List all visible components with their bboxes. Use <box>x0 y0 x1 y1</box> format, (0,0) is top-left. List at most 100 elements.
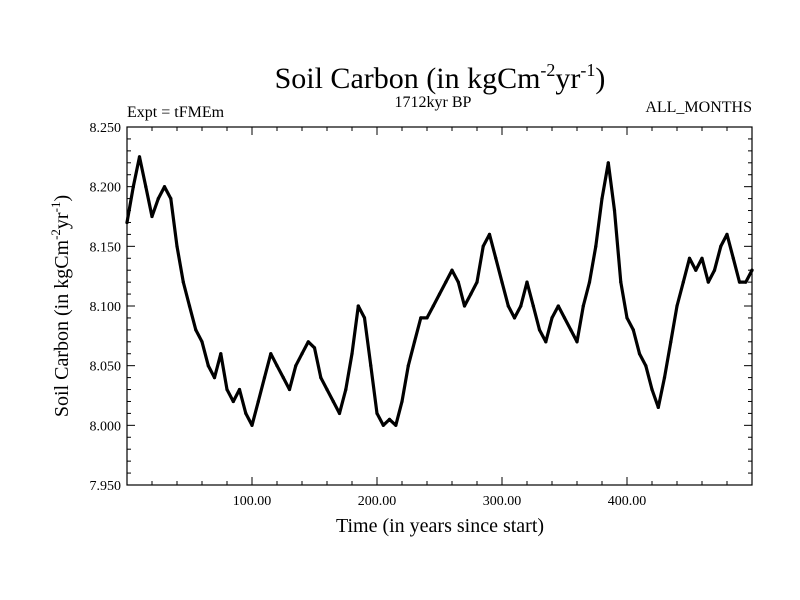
data-point <box>256 399 260 404</box>
data-point <box>744 280 748 284</box>
data-point <box>369 364 373 368</box>
data-point <box>219 352 223 356</box>
series-line-0 <box>125 155 754 427</box>
months-label: ALL_MONTHS <box>645 99 752 116</box>
data-point <box>169 197 173 201</box>
data-point <box>519 304 523 308</box>
data-point <box>675 304 679 308</box>
data-point <box>362 316 367 320</box>
data-point <box>494 256 498 260</box>
plot-frame <box>126 126 753 486</box>
period-label: 1712kyr BP <box>395 94 472 111</box>
data-point <box>419 316 423 320</box>
data-point <box>250 423 254 427</box>
data-point <box>400 399 404 404</box>
data-point <box>187 304 192 308</box>
data-point <box>406 364 410 368</box>
y-tick-label: 8.050 <box>90 360 122 375</box>
data-point <box>344 387 348 392</box>
y-tick-label: 8.100 <box>90 300 122 315</box>
data-point <box>575 340 579 344</box>
data-point <box>619 280 623 284</box>
data-point <box>512 316 517 320</box>
data-point <box>462 304 467 308</box>
x-tick-label: 300.00 <box>483 494 522 509</box>
data-point <box>144 185 148 189</box>
data-point <box>387 417 392 421</box>
data-point <box>469 292 473 296</box>
data-point <box>200 340 204 344</box>
data-point <box>137 155 142 159</box>
data-point <box>337 411 342 415</box>
data-point <box>162 185 167 189</box>
x-tick-label: 100.00 <box>233 494 272 509</box>
data-point <box>506 304 510 308</box>
y-tick-label: 7.950 <box>90 479 122 494</box>
data-point <box>544 340 548 344</box>
chart-title: Soil Carbon (in kgCm-2yr-1) <box>275 60 606 95</box>
data-point <box>312 346 317 350</box>
data-point <box>475 280 479 284</box>
data-point <box>719 244 723 248</box>
data-point <box>281 376 285 380</box>
data-point <box>450 268 454 272</box>
y-tick-label: 8.250 <box>90 121 122 136</box>
data-point <box>712 268 717 272</box>
data-point <box>656 405 660 409</box>
data-point <box>700 256 704 260</box>
data-point <box>550 316 554 320</box>
x-tick-label: 400.00 <box>608 494 647 509</box>
data-point <box>562 316 567 320</box>
data-point <box>706 280 710 284</box>
data-point <box>525 280 529 284</box>
experiment-label: Expt = tFMEm <box>127 104 225 121</box>
x-axis-label: Time (in years since start) <box>336 515 544 537</box>
data-point <box>625 316 629 320</box>
data-point <box>531 304 535 308</box>
data-point <box>269 352 273 356</box>
data-point <box>737 280 742 284</box>
data-point <box>194 328 198 332</box>
data-point <box>437 292 442 296</box>
data-point <box>381 423 385 427</box>
data-point <box>244 411 248 415</box>
y-tick-label: 8.150 <box>90 240 122 255</box>
data-point <box>650 387 654 392</box>
data-point <box>275 364 279 368</box>
data-point <box>212 376 217 380</box>
data-point <box>581 304 585 308</box>
data-point <box>175 244 179 248</box>
data-point <box>669 340 673 344</box>
data-point <box>237 387 242 392</box>
data-point <box>569 328 573 332</box>
data-point <box>606 161 610 165</box>
data-point <box>631 328 635 332</box>
data-point <box>412 340 417 344</box>
data-point <box>556 304 560 308</box>
data-point <box>725 232 729 236</box>
data-point <box>687 256 692 260</box>
plot-area <box>125 155 754 427</box>
data-point <box>587 280 592 284</box>
data-point <box>156 197 160 201</box>
data-point <box>681 280 685 284</box>
data-point <box>319 376 323 380</box>
data-point <box>694 268 698 272</box>
data-point <box>300 352 304 356</box>
y-axis-label: Soil Carbon (in kgCm-2yr-1) <box>48 195 73 417</box>
data-point <box>481 244 485 248</box>
data-point <box>287 387 292 392</box>
data-point <box>306 340 310 344</box>
y-axis: 7.950 8.000 8.050 8.100 8.150 8.200 8.250 <box>90 121 752 494</box>
data-point <box>394 423 398 427</box>
data-point <box>612 208 617 213</box>
data-point <box>181 280 185 284</box>
data-point <box>150 214 154 219</box>
y-tick-label: 8.200 <box>90 181 122 196</box>
data-point <box>425 316 429 320</box>
data-point <box>325 387 329 392</box>
x-axis: 100.00 200.00 300.00 400.00 <box>151 127 728 509</box>
data-point <box>375 411 379 415</box>
x-tick-label: 200.00 <box>358 494 397 509</box>
data-point <box>456 280 460 284</box>
